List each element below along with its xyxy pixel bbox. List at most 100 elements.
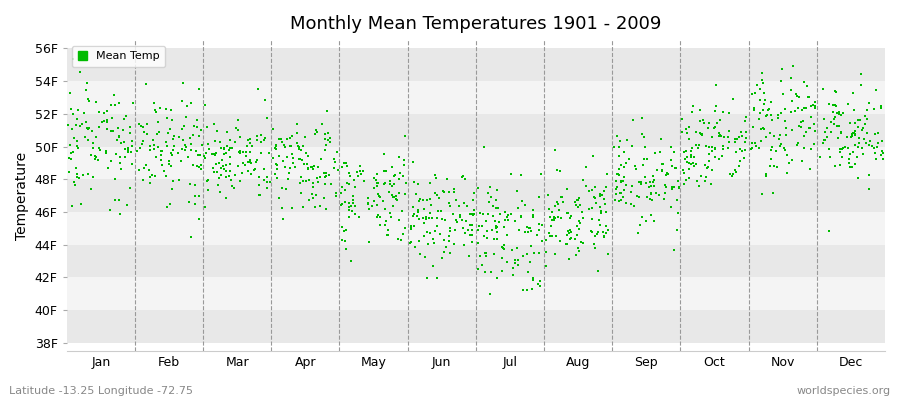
Point (842, 160, 857, 167)
Point (554, 194, 569, 200)
Point (77, 134, 92, 140)
Point (84, 185, 98, 192)
Point (246, 143, 260, 150)
Point (177, 141, 192, 148)
Point (161, 130, 176, 136)
Point (300, 161, 314, 167)
Point (100, 126, 114, 132)
Point (68, 165, 83, 172)
Point (716, 143, 731, 149)
Point (783, 108, 797, 115)
Point (520, 250, 535, 257)
Point (269, 142, 284, 148)
Point (625, 182, 639, 189)
Point (526, 212, 540, 218)
Point (430, 275, 445, 282)
Point (337, 228, 351, 234)
Point (164, 150, 178, 156)
Point (609, 171, 624, 178)
Point (377, 151, 392, 157)
Point (194, 166, 208, 172)
Point (383, 178, 398, 184)
Point (427, 236, 441, 242)
Point (85, 128, 99, 134)
Bar (67, 81, 885, 114)
Point (853, 71, 868, 77)
Point (438, 217, 453, 223)
Point (573, 202, 588, 208)
Point (671, 184, 686, 190)
Point (739, 114, 753, 120)
Point (568, 236, 582, 242)
Point (877, 156, 891, 163)
Point (67, 134, 81, 141)
Point (871, 140, 886, 146)
Point (385, 203, 400, 209)
Point (483, 290, 498, 297)
Point (122, 130, 137, 136)
Point (209, 150, 223, 156)
Point (581, 206, 596, 212)
Point (842, 120, 857, 126)
Point (404, 223, 419, 229)
Point (572, 220, 587, 226)
Point (570, 232, 584, 238)
Point (172, 134, 186, 140)
Point (628, 163, 643, 169)
Point (323, 181, 338, 187)
Point (444, 203, 458, 209)
Point (579, 164, 593, 170)
Point (851, 140, 866, 146)
Point (80, 170, 94, 177)
Point (831, 135, 845, 141)
Point (147, 100, 161, 106)
Point (119, 113, 133, 119)
Point (183, 181, 197, 187)
Point (125, 160, 140, 167)
Point (200, 178, 214, 184)
Point (738, 138, 752, 145)
Point (752, 110, 767, 116)
Point (518, 229, 532, 235)
Point (619, 182, 634, 188)
Point (198, 204, 212, 210)
Point (833, 130, 848, 136)
Point (799, 104, 814, 111)
Point (724, 173, 739, 179)
Point (285, 204, 300, 211)
Point (804, 146, 818, 152)
Point (836, 110, 850, 117)
Point (292, 146, 307, 152)
Point (366, 198, 381, 204)
Point (385, 164, 400, 170)
Point (150, 131, 165, 138)
Point (213, 189, 228, 195)
Point (798, 129, 813, 135)
Point (121, 149, 135, 155)
Point (133, 144, 148, 151)
Point (766, 190, 780, 196)
Point (506, 272, 520, 279)
Point (486, 213, 500, 219)
Point (544, 208, 559, 215)
Point (154, 148, 168, 154)
Point (437, 189, 452, 195)
Point (625, 143, 639, 149)
Point (224, 145, 238, 151)
Point (384, 214, 399, 220)
Point (794, 119, 808, 126)
Point (248, 158, 263, 165)
Point (223, 137, 238, 144)
Point (568, 199, 582, 206)
Point (807, 105, 822, 112)
Point (521, 269, 535, 276)
Point (418, 214, 433, 220)
Point (137, 129, 151, 135)
Point (378, 206, 392, 212)
Point (728, 136, 742, 142)
Point (392, 217, 406, 224)
Point (382, 189, 397, 196)
Point (223, 144, 238, 151)
Point (319, 169, 333, 176)
Point (732, 162, 746, 169)
